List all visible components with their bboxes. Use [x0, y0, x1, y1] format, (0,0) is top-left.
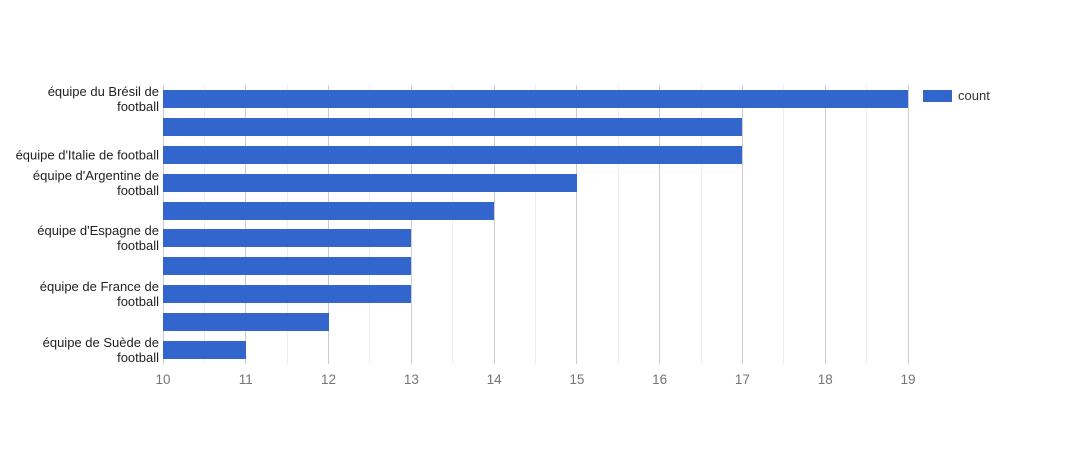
bar[interactable]: [163, 341, 246, 360]
gridline-major: [824, 85, 826, 364]
bar[interactable]: [163, 313, 329, 332]
bar[interactable]: [163, 117, 743, 136]
gridline-minor: [452, 85, 454, 364]
x-tick-label: 15: [569, 372, 585, 387]
gridline-major: [659, 85, 661, 364]
y-axis-category-label: équipe d'Argentine de football: [32, 167, 159, 198]
bar[interactable]: [163, 285, 412, 304]
gridline-minor: [286, 85, 288, 364]
x-tick-label: 19: [900, 372, 916, 387]
gridline-major: [245, 85, 247, 364]
x-tick-label: 11: [238, 372, 253, 387]
gridline-minor: [203, 85, 205, 364]
x-axis-ticks: 10 11 12 13 14 15 16 17 18 19: [155, 372, 915, 390]
gridline-minor: [700, 85, 702, 364]
legend-swatch: [923, 89, 952, 102]
bar[interactable]: [163, 257, 412, 276]
x-tick-label: 13: [403, 372, 419, 387]
y-axis-category-label: équipe de France de football: [39, 279, 159, 310]
x-tick-label: 18: [817, 372, 833, 387]
y-axis-category-label: équipe d'Italie de football: [15, 147, 159, 163]
gridline-major: [328, 85, 330, 364]
y-axis-labels: équipe du Brésil de football équipe d'Ita…: [0, 83, 160, 366]
y-axis-category-label: équipe d'Espagne de football: [37, 223, 159, 254]
gridline-major: [410, 85, 412, 364]
gridline-minor: [783, 85, 785, 364]
x-tick-label: 17: [734, 372, 750, 387]
gridline-minor: [617, 85, 619, 364]
gridline-major: [162, 85, 164, 364]
bar[interactable]: [163, 173, 577, 192]
x-tick-label: 14: [486, 372, 502, 387]
y-axis-category-label: équipe du Brésil de football: [47, 83, 159, 114]
legend: count: [923, 88, 990, 103]
y-axis-category-label: équipe de Suède de football: [42, 335, 159, 366]
legend-label: count: [958, 88, 990, 103]
gridline-minor: [866, 85, 868, 364]
x-tick-label: 10: [155, 372, 171, 387]
gridline-major: [576, 85, 578, 364]
bar[interactable]: [163, 89, 908, 108]
gridline-major: [493, 85, 495, 364]
gridline-minor: [369, 85, 371, 364]
bar[interactable]: [163, 145, 743, 164]
plot-area: [162, 85, 909, 364]
bar[interactable]: [163, 201, 495, 220]
gridline-major: [907, 85, 909, 364]
bar[interactable]: [163, 229, 412, 248]
x-tick-label: 16: [652, 372, 668, 387]
gridline-major: [741, 85, 743, 364]
x-tick-label: 12: [321, 372, 337, 387]
gridline-minor: [535, 85, 536, 364]
